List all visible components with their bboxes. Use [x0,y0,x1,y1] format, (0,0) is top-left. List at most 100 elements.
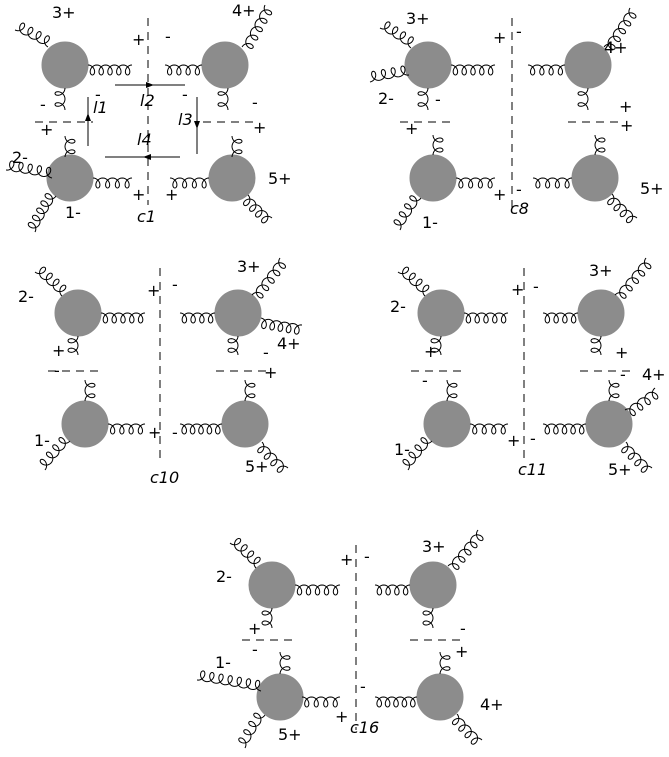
sign: - [460,619,466,638]
sign: + [148,423,161,442]
momentum-label-l2: l2 [140,91,155,110]
sign: + [52,341,65,360]
particle-label-5: 5+ [608,460,632,479]
sign: - [422,371,428,390]
gluon-line [423,608,433,628]
gluon-line [280,652,290,674]
blob-top-left [42,42,88,88]
particle-label-3: 3+ [406,9,430,28]
sign: + [424,342,437,361]
gluon-line [578,88,588,110]
sign: + [248,619,261,638]
blob-bottom-left [424,401,470,447]
sign: + [507,431,520,450]
gluon-line [543,424,586,434]
sign: - [54,361,60,380]
sign: + [264,363,277,382]
particle-label-1: 1- [422,213,438,232]
sign: + [493,185,506,204]
gluon-line [375,697,417,707]
blob-bottom-right [572,155,618,201]
sign: + [132,30,145,49]
particle-label-5: 5+ [245,457,269,476]
gluon-line [528,65,565,75]
sign: - [263,343,269,362]
gluon-line [451,65,495,75]
gluon-line [228,336,238,355]
particle-label-4: 4+ [232,1,256,20]
blob-top-left [405,42,451,88]
blob-top-right [215,290,261,336]
gluon-5 [608,194,637,223]
particle-label-2: 2- [216,567,232,586]
momentum-label-l3: l3 [178,110,193,129]
sign: - [172,275,178,294]
sign: + [493,28,506,47]
arrow-l4 [143,154,151,160]
gluon-line [88,65,132,75]
sign: + [335,707,348,726]
blob-top-right [578,290,624,336]
gluon-line [543,313,578,323]
sign: + [40,120,53,139]
sign: + [340,550,353,569]
sign: - [360,677,366,696]
gluon-line [180,313,215,323]
gluon-line [533,178,572,188]
particle-label-4: 4+ [642,365,666,384]
blob-top-right [410,562,456,608]
gluon-2 [35,267,66,296]
particle-label-1: 1- [34,431,50,450]
sign: + [620,116,633,135]
gluon-3 [615,258,651,298]
sign: - [252,640,258,659]
gluon-1 [394,196,421,230]
blob-bottom-left [410,155,456,201]
gluon-line [55,88,65,110]
gluon-line [218,88,228,110]
blob-bottom-right [222,401,268,447]
particle-label-5: 5+ [278,725,302,744]
sign: + [132,185,145,204]
gluon-line [101,313,145,323]
gluon-line [433,135,443,155]
blob-bottom-left [62,401,108,447]
gluon-line [65,136,75,157]
sign: - [40,95,46,114]
gluon-line [232,136,242,157]
gluon-1 [197,671,261,691]
gluon-line [180,424,222,434]
sign: + [511,280,524,299]
particle-label-3: 3+ [237,257,261,276]
particle-label-5: 5+ [268,169,292,188]
gluon-2 [370,66,409,82]
gluon-line [464,313,508,323]
particle-label-2: 2- [18,287,34,306]
gluon-line [440,652,450,674]
gluon-4 [625,388,658,416]
gluon-line [108,424,145,434]
blob-bottom-right [417,674,463,720]
cut-label-c10: c10 [150,468,179,487]
particle-label-1: 1- [215,653,231,672]
blob-bottom-left [257,674,303,720]
gluon-5 [244,195,272,223]
blob-bottom-right [209,155,255,201]
particle-label-2: 2- [378,89,394,108]
particle-label-5: 5+ [640,179,664,198]
gluon-2 [230,538,260,568]
arrow-l3 [194,121,200,129]
arrow-l2 [146,82,154,88]
gluon-4 [261,318,302,334]
arrow-l1 [85,113,91,121]
gluon-line [375,585,410,595]
sign: - [516,180,522,199]
sign: - [620,365,626,384]
gluon-line [591,336,601,355]
cut-label-c8: c8 [510,199,529,218]
particle-label-4: 4+ [480,695,504,714]
sign: - [95,85,101,104]
particle-label-3: 3+ [422,537,446,556]
blob-top-right [202,42,248,88]
sign: + [165,185,178,204]
